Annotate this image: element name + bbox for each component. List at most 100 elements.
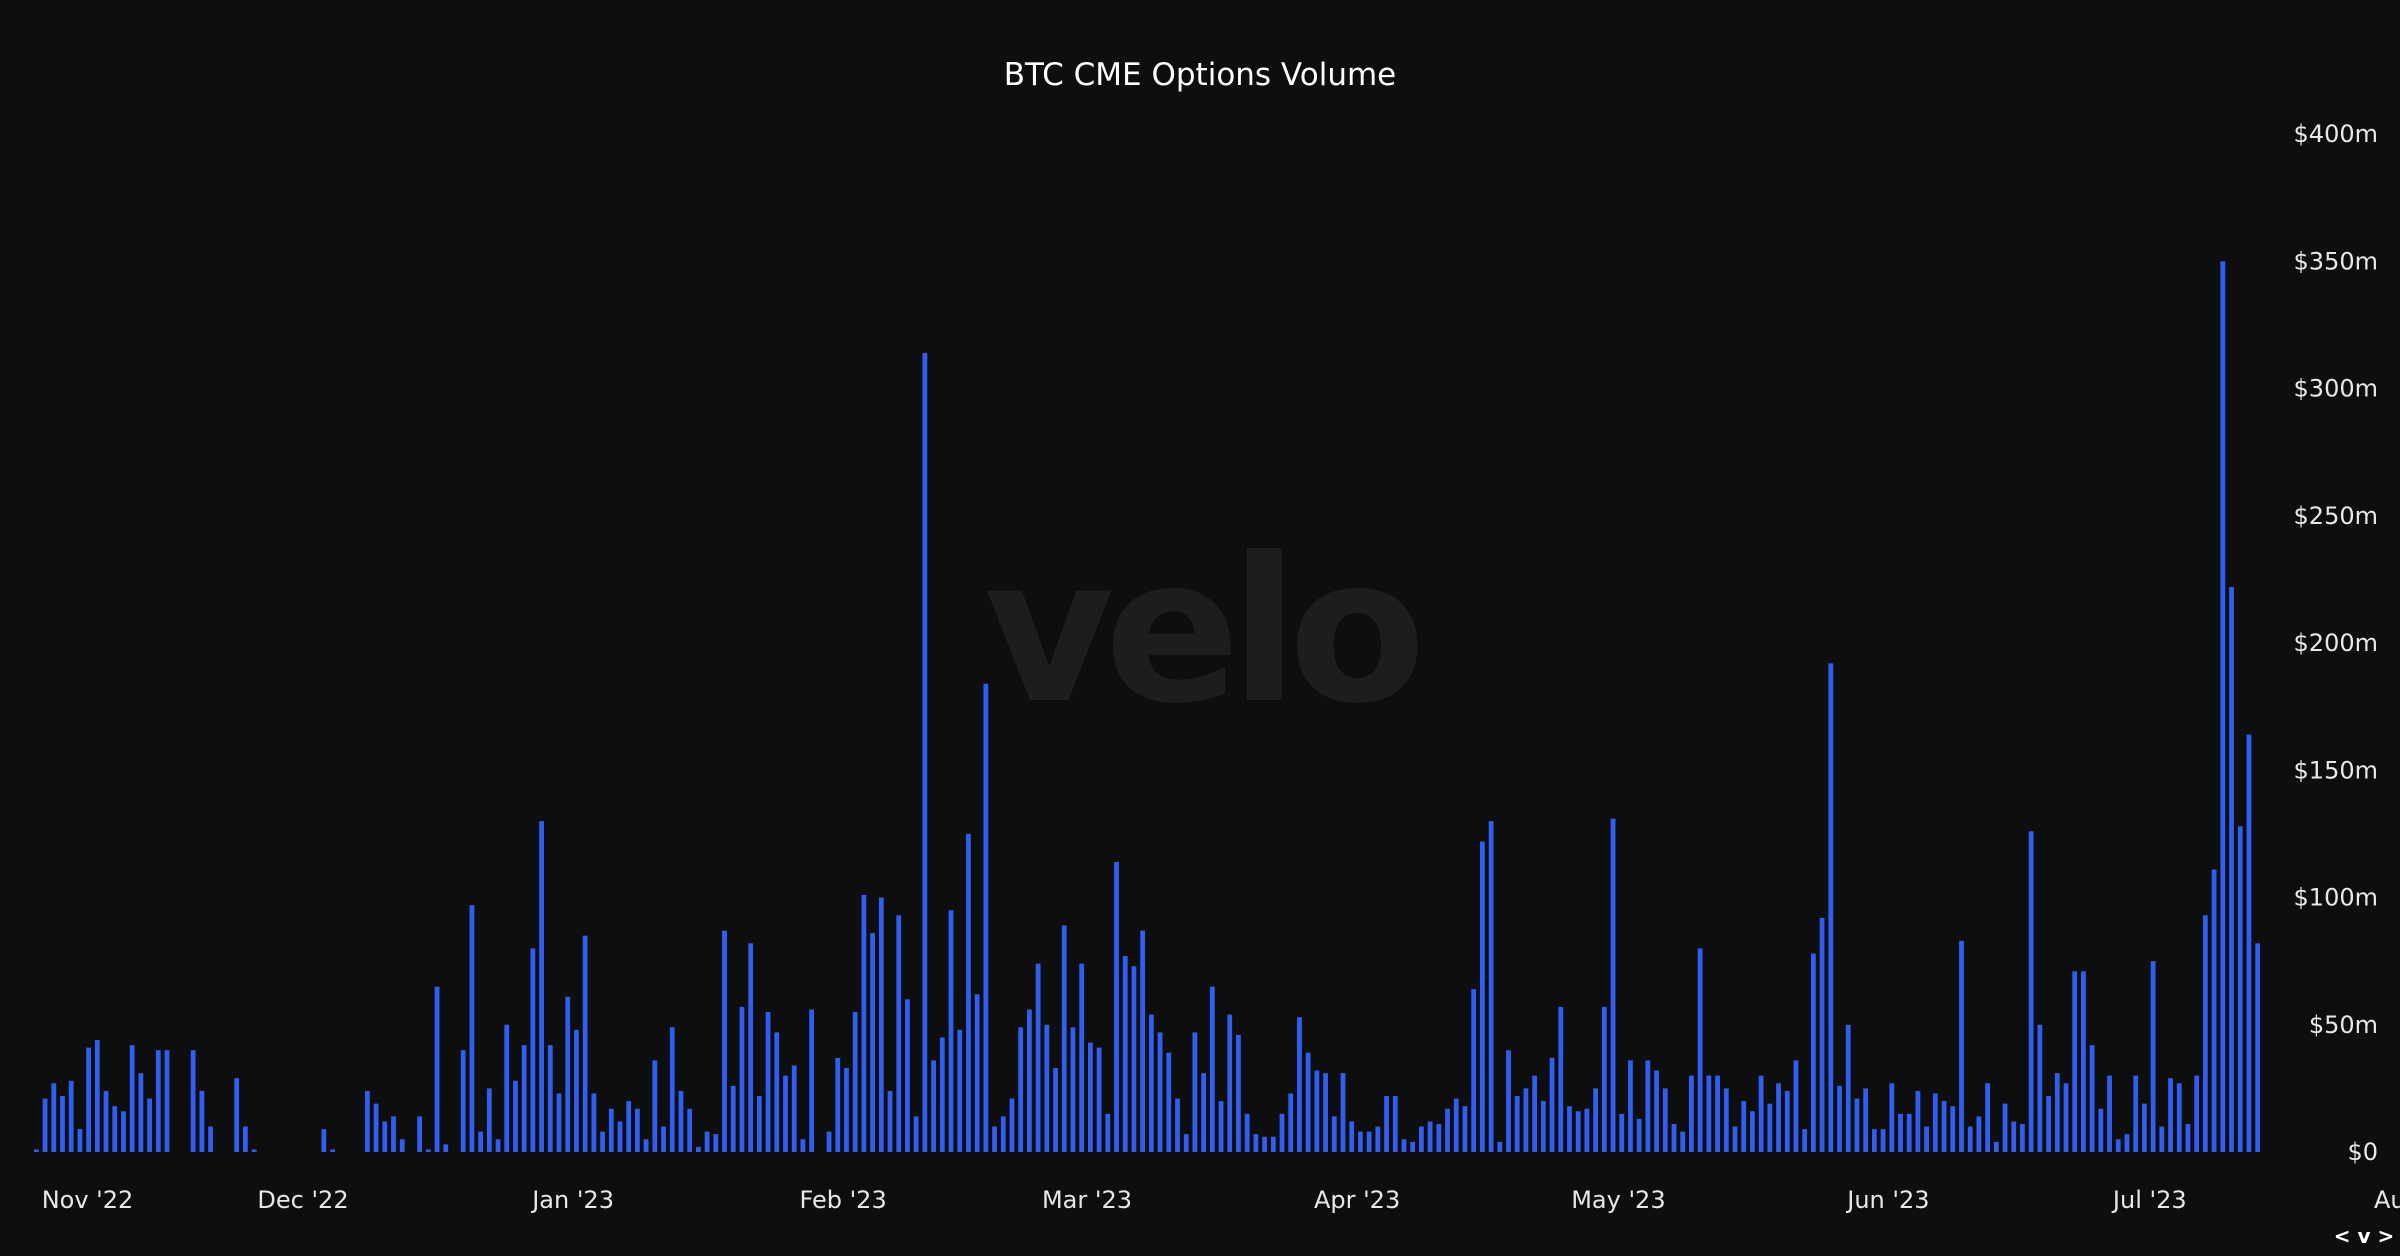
bar: [1715, 1075, 1720, 1152]
bar: [617, 1121, 623, 1152]
bar: [2098, 1108, 2104, 1152]
bar: [1000, 1116, 1006, 1152]
bar: [1601, 1006, 1607, 1152]
bar: [661, 1126, 666, 1152]
bar: [608, 1108, 614, 1152]
bar: [1079, 963, 1085, 1152]
bar: [861, 894, 867, 1152]
bar: [1175, 1098, 1180, 1152]
bar: [1732, 1126, 1738, 1152]
bar: [1462, 1106, 1468, 1152]
bar: [1654, 1070, 1659, 1152]
bar: [992, 1126, 997, 1152]
bar: [2237, 826, 2243, 1152]
bar: [121, 1111, 126, 1152]
bar: [2037, 1024, 2043, 1152]
bar: [1558, 1006, 1564, 1152]
bar: [791, 1065, 797, 1152]
bar: [1419, 1126, 1424, 1152]
y-tick-label: $250m: [2294, 502, 2378, 530]
bar: [1436, 1124, 1442, 1152]
bar: [2011, 1121, 2017, 1152]
bar: [33, 1149, 39, 1152]
bar: [852, 1012, 858, 1152]
x-tick-label: Dec '22: [257, 1186, 348, 1214]
bar: [1645, 1060, 1651, 1152]
bar: [2002, 1103, 2008, 1152]
bar: [1689, 1075, 1694, 1152]
bar: [364, 1090, 370, 1152]
bar: [870, 933, 875, 1152]
bar: [2142, 1103, 2147, 1152]
bar: [800, 1139, 806, 1152]
bar: [1680, 1131, 1686, 1152]
bar: [1898, 1113, 1903, 1152]
bar: [1270, 1136, 1276, 1152]
y-tick-label: $150m: [2294, 756, 2378, 784]
bar: [1479, 841, 1485, 1152]
bar: [931, 1060, 936, 1152]
bar: [957, 1029, 963, 1152]
bar: [1262, 1136, 1267, 1152]
bar: [643, 1139, 649, 1152]
bar: [1993, 1141, 1999, 1152]
bar: [1967, 1126, 1973, 1152]
bar: [60, 1096, 65, 1152]
y-tick-label: $0: [2347, 1138, 2378, 1166]
bar: [2229, 587, 2234, 1152]
bar: [704, 1131, 710, 1152]
bar: [1514, 1096, 1520, 1152]
x-tick-label: Mar '23: [1042, 1186, 1132, 1214]
bar: [887, 1090, 893, 1152]
bar: [1331, 1116, 1337, 1152]
y-tick-label: $200m: [2294, 629, 2378, 657]
x-tick-label: Jul '23: [2111, 1186, 2187, 1214]
bars-group: [33, 261, 2261, 1153]
bar: [1384, 1096, 1389, 1152]
bar: [2063, 1083, 2069, 1152]
bar: [1932, 1093, 1938, 1152]
bar: [382, 1121, 388, 1152]
bar: [783, 1075, 788, 1152]
bar: [1889, 1083, 1895, 1152]
bar: [1628, 1060, 1633, 1152]
bar: [1201, 1073, 1207, 1152]
bar: [739, 1006, 745, 1152]
bar: [1741, 1101, 1747, 1152]
bar: [1662, 1088, 1668, 1153]
bar: [2194, 1075, 2200, 1152]
bar: [2081, 971, 2086, 1152]
bar: [68, 1080, 74, 1152]
bar: [42, 1098, 48, 1152]
bar: [1793, 1060, 1799, 1152]
bar: [626, 1101, 632, 1152]
bar: [2168, 1078, 2173, 1152]
bar: [1366, 1131, 1372, 1152]
bar: [243, 1126, 248, 1152]
bar: [1802, 1129, 1808, 1152]
bar: [1027, 1009, 1032, 1152]
bar: [765, 1012, 771, 1152]
bar: [164, 1050, 170, 1152]
bar: [1183, 1134, 1189, 1152]
bar: [1959, 940, 1964, 1152]
bar: [1358, 1131, 1363, 1152]
chart-nav-controls[interactable]: < v >: [2334, 1224, 2394, 1248]
bar: [730, 1085, 736, 1152]
bar: [547, 1045, 553, 1152]
bar: [1871, 1129, 1877, 1152]
bar: [460, 1050, 466, 1152]
bar: [713, 1134, 719, 1152]
bar: [1506, 1050, 1511, 1152]
bar: [1976, 1116, 1982, 1152]
bar: [1392, 1096, 1398, 1152]
bar: [94, 1040, 100, 1152]
bar: [774, 1032, 780, 1152]
bar: [1227, 1014, 1233, 1152]
bar: [1845, 1024, 1851, 1152]
bar: [1061, 925, 1067, 1152]
bar: [373, 1103, 379, 1152]
bar: [1279, 1113, 1285, 1152]
bar: [425, 1149, 431, 1152]
bar: [1166, 1052, 1172, 1152]
